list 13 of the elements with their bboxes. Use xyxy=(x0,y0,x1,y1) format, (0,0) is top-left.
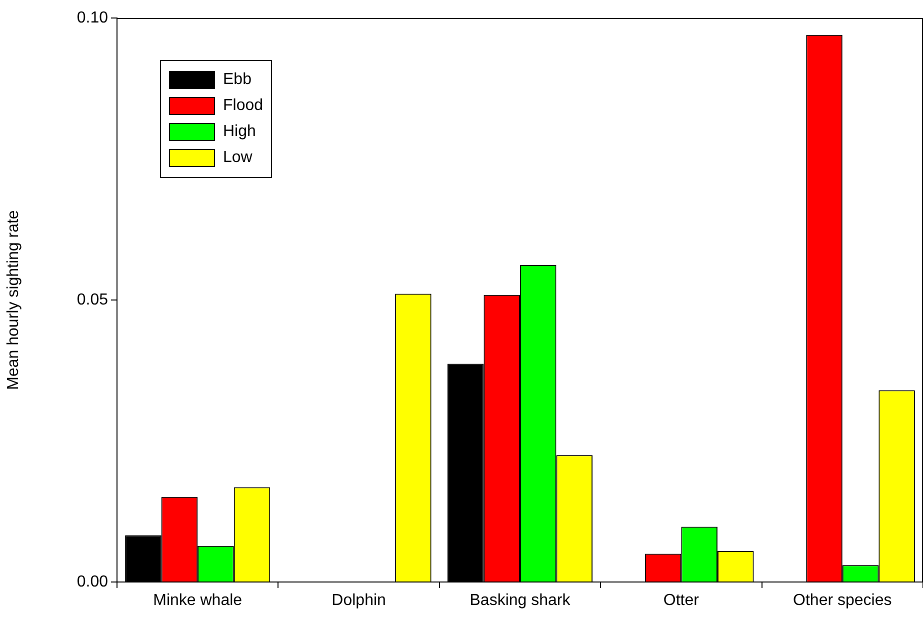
y-tick-label: 0.00 xyxy=(76,573,108,590)
x-tick-label: Otter xyxy=(663,592,700,610)
x-tick-label: Other species xyxy=(793,592,892,610)
x-tick-label: Minke whale xyxy=(153,592,242,610)
x-tick-label: Basking shark xyxy=(470,592,572,610)
y-axis-title: Mean hourly sighting rate xyxy=(5,210,22,390)
y-tick-label: 0.05 xyxy=(76,291,108,308)
legend-label: High xyxy=(223,123,256,141)
y-tick-label: 0.10 xyxy=(76,9,108,26)
legend-label: Low xyxy=(223,149,252,167)
legend-label: Flood xyxy=(223,97,264,115)
x-tick-label: Dolphin xyxy=(332,592,386,610)
legend-label: Ebb xyxy=(223,71,252,89)
